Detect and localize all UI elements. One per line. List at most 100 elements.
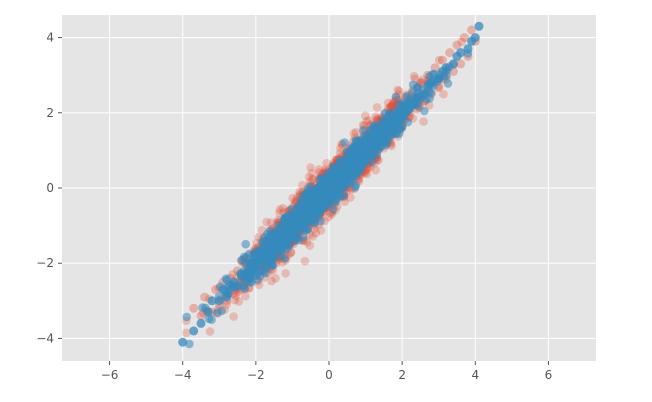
blue-series-point [336,182,345,192]
red-series-point [459,33,469,43]
blue-series-point [302,206,312,216]
y-tick-label: 0 [46,181,54,195]
red-series-point [362,169,372,179]
red-series-point [222,300,231,309]
red-series-point [228,270,237,279]
blue-series-point [390,119,400,129]
red-series-point [324,212,333,222]
red-series-point [307,174,317,184]
blue-series-point [295,217,305,227]
blue-series-point [463,44,473,54]
blue-series-point [262,247,272,257]
red-series-point [281,269,291,278]
blue-series-point [443,79,453,88]
blue-series-point [263,229,272,239]
blue-series-point [315,176,325,185]
blue-series-point [222,292,232,302]
red-series-point [200,292,210,302]
red-series-point [231,291,240,301]
blue-series-point [294,235,304,245]
red-series-point [275,208,284,217]
red-series-point [234,297,244,306]
blue-series-point [204,314,214,324]
blue-series-point [362,138,371,148]
blue-series-point [277,232,286,242]
blue-series-point [346,149,356,159]
blue-series-point [456,48,466,58]
blue-series-point [340,138,349,147]
blue-series-point [412,93,422,103]
blue-series-point [358,126,368,135]
plot-area: −6 −4 −2 0 2 4 6 −4 −2 0 2 4 [36,15,596,382]
red-series-point [300,256,310,266]
blue-series-point [207,296,217,306]
blue-series-point [309,202,319,212]
blue-series-point [306,191,316,201]
blue-series-point [178,337,188,347]
red-series-point [304,172,314,182]
y-tick-label: 4 [46,31,54,45]
red-series-point [445,48,455,58]
blue-series-point [324,187,334,197]
red-series-point [311,228,321,238]
red-series-point [267,276,276,286]
blue-series-point [240,284,249,293]
blue-series-point [420,106,429,116]
red-series-point [393,85,402,95]
red-series-point [189,303,199,313]
blue-series-point [185,339,194,349]
blue-series-point [196,318,206,328]
blue-series-point [203,307,213,317]
red-series-point [457,37,467,47]
blue-series-point [448,59,458,69]
blue-series-point [189,326,199,336]
red-series-point [309,175,318,184]
blue-series-point [339,168,349,178]
red-series-point [467,25,477,35]
blue-series-point [426,78,436,88]
x-tick-label: 0 [325,368,333,382]
blue-series-point [284,241,294,250]
x-tick-label: 2 [398,368,406,382]
red-series-point [316,226,326,235]
red-series-point [196,311,206,321]
x-tick-label: −4 [174,368,192,382]
blue-series-point [470,33,480,43]
red-series-point [383,98,393,108]
x-tick-label: 6 [545,368,553,382]
blue-series-point [218,285,228,294]
x-tick-label: −2 [247,368,265,382]
blue-series-point [317,205,327,214]
red-series-point [205,327,215,336]
red-series-point [182,328,191,338]
y-tick-label: 2 [46,106,54,120]
blue-series-point [267,261,277,271]
x-tick-label: −6 [101,368,119,382]
blue-series-point [182,312,191,322]
red-series-point [314,165,324,174]
blue-series-point [280,224,290,234]
red-series-point [351,127,361,137]
red-series-point [308,232,318,241]
blue-series-point [397,108,407,118]
red-series-point [456,59,466,69]
red-series-point [230,295,240,305]
blue-series-point [368,138,378,148]
y-tick-label: −2 [36,256,54,270]
red-series-point [305,241,315,250]
red-series-point [409,71,419,81]
blue-series-point [274,246,284,255]
blue-series-point [391,92,401,102]
blue-series-point [408,80,418,89]
blue-series-point [317,191,327,200]
red-series-point [361,111,370,120]
blue-series-point [353,153,363,163]
red-series-point [362,116,372,126]
blue-series-point [214,296,224,306]
blue-series-point [350,183,360,192]
red-series-point [307,168,317,178]
red-series-point [266,218,276,227]
red-series-point [435,55,444,65]
blue-series-point [434,74,444,84]
blue-series-point [236,270,246,279]
